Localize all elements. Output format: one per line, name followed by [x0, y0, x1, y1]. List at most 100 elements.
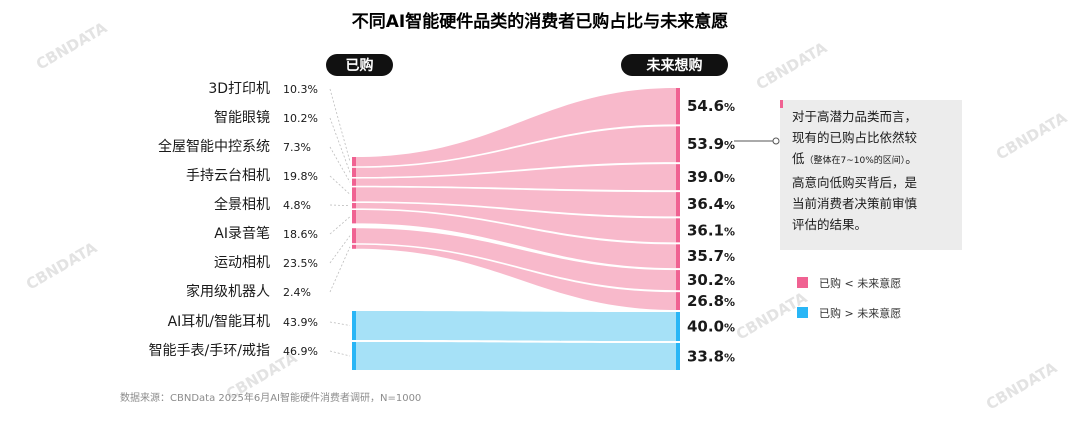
flow-band — [356, 187, 676, 217]
future-value-unit: % — [724, 199, 735, 212]
future-value-number: 35.7 — [687, 247, 724, 265]
source-note: 数据来源：CBNData 2025年6月AI智能硬件消费者调研，N=1000 — [120, 391, 421, 404]
future-value-number: 53.9 — [687, 135, 724, 153]
left-node — [352, 228, 356, 244]
flow-band — [356, 203, 676, 243]
flow-band — [356, 311, 676, 341]
note-line-2: 现有的已购占比依然较 — [792, 130, 918, 145]
watermark: CBNDATA — [993, 108, 1070, 163]
right-node — [676, 343, 680, 370]
right-node — [676, 244, 680, 269]
note-line-4: 高意向低购买背后，是 — [792, 175, 918, 190]
category-label: 智能手表/手环/戒指 — [149, 343, 270, 359]
legend-label-pink: 已购 < 未来意愿 — [819, 276, 901, 290]
watermark: CBNDATA — [983, 358, 1060, 413]
right-node — [676, 292, 680, 310]
future-value: 26.8% — [687, 292, 735, 310]
future-value: 30.2% — [687, 271, 735, 289]
note-line-3-end: 。 — [905, 151, 918, 166]
right-node — [676, 88, 680, 125]
right-node — [676, 192, 680, 217]
future-value-unit: % — [724, 172, 735, 185]
purchased-value: 23.5% — [283, 257, 318, 270]
category-label: 运动相机 — [214, 255, 270, 271]
note-connector-dot — [772, 137, 780, 145]
leader-line — [329, 216, 351, 235]
future-value-number: 39.0 — [687, 168, 724, 186]
leader-line — [329, 146, 351, 183]
category-label: 家用级机器人 — [186, 283, 270, 300]
note-line-3-main: 低 — [792, 151, 805, 166]
future-value-number: 30.2 — [687, 271, 724, 289]
future-value: 36.4% — [687, 195, 735, 213]
flow-layer — [356, 88, 676, 370]
left-node — [352, 187, 356, 202]
left-header-pill — [326, 54, 393, 76]
annotation-box: 对于高潜力品类而言， 现有的已购占比依然较 低（整体在7~10%的区间）。 高意… — [780, 100, 962, 250]
future-value: 54.6% — [687, 97, 735, 115]
left-node — [352, 210, 356, 224]
right-node — [676, 218, 680, 243]
future-value-unit: % — [724, 275, 735, 288]
future-value: 53.9% — [687, 135, 735, 153]
right-header: 未来想购 — [647, 57, 703, 74]
purchased-value: 10.2% — [283, 112, 318, 125]
category-label: 全景相机 — [214, 196, 270, 213]
note-line-3-small: （整体在7~10%的区间） — [804, 156, 906, 166]
category-label: 3D打印机 — [208, 80, 270, 97]
left-node — [352, 203, 356, 209]
watermark: CBNDATA — [23, 238, 100, 293]
flow-band — [356, 228, 676, 291]
future-value-unit: % — [724, 352, 735, 365]
flow-band — [356, 244, 676, 310]
future-value: 40.0% — [687, 318, 735, 336]
category-label: 智能眼镜 — [214, 110, 270, 126]
future-value-number: 36.1 — [687, 221, 724, 239]
left-node — [352, 157, 356, 167]
purchased-value: 46.9% — [283, 345, 318, 358]
purchased-value: 18.6% — [283, 228, 318, 241]
left-node — [352, 311, 356, 340]
left-node — [352, 178, 356, 186]
future-value-unit: % — [724, 225, 735, 238]
future-value: 36.1% — [687, 221, 735, 239]
leader-line — [329, 350, 351, 357]
future-value-number: 26.8 — [687, 292, 724, 310]
flow-band — [356, 88, 676, 167]
left-node — [352, 342, 356, 370]
right-node — [676, 164, 680, 191]
note-line-6: 评估的结果。 — [792, 217, 868, 232]
category-label: AI录音笔 — [214, 225, 270, 242]
note-line-5: 当前消费者决策前审慎 — [792, 196, 918, 211]
future-value-number: 33.8 — [687, 348, 724, 366]
right-header-pill — [621, 54, 728, 76]
chart-title: 不同AI智能硬件品类的消费者已购占比与未来意愿 — [352, 11, 728, 32]
future-value-unit: % — [724, 296, 735, 309]
purchased-value: 19.8% — [283, 170, 318, 183]
leader-line — [329, 246, 351, 293]
future-value: 33.8% — [687, 348, 735, 366]
legend-swatch-pink — [797, 277, 808, 288]
legend-swatch-blue — [797, 307, 808, 318]
legend-label-blue: 已购 > 未来意愿 — [819, 306, 901, 320]
right-node — [676, 270, 680, 291]
leader-line — [329, 175, 351, 195]
watermark: CBNDATA — [33, 18, 110, 73]
purchased-value: 43.9% — [283, 316, 318, 329]
category-label: 手持云台相机 — [186, 168, 270, 184]
label-layer: 3D打印机 10.3% 54.6% 智能眼镜 10.2% 53.9% 全屋智能中控系统 7.3… — [149, 80, 735, 366]
future-value-unit: % — [724, 101, 735, 114]
flow-band — [356, 126, 676, 177]
future-value: 35.7% — [687, 247, 735, 265]
left-header: 已购 — [346, 57, 374, 74]
left-node — [352, 167, 356, 177]
flow-band — [356, 164, 676, 191]
right-node — [676, 126, 680, 163]
future-value-number: 36.4 — [687, 195, 724, 213]
purchased-value: 7.3% — [283, 141, 311, 154]
category-label: 全屋智能中控系统 — [158, 138, 270, 155]
leader-line — [329, 321, 351, 326]
purchased-value: 4.8% — [283, 199, 311, 212]
future-value: 39.0% — [687, 168, 735, 186]
